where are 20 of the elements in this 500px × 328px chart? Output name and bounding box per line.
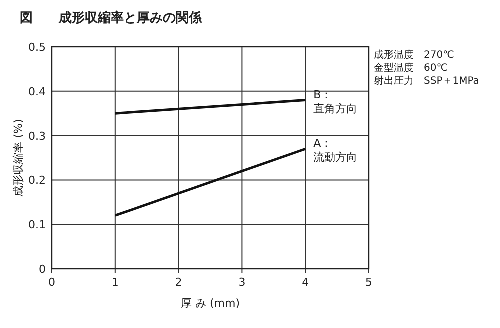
x-tick-label: 0 xyxy=(48,276,56,289)
text: 金型温度 60℃ xyxy=(374,62,448,74)
x-axis-title: 厚 み (mm) xyxy=(180,297,240,310)
series-label: B：直角方向 xyxy=(314,88,358,116)
y-tick-label: 0.2 xyxy=(28,174,46,188)
y-tick-label: 0 xyxy=(39,263,46,276)
y-tick-label: 0.5 xyxy=(28,41,46,54)
series-label: A：流動方向 xyxy=(314,137,358,164)
x-tick-label: 1 xyxy=(112,276,119,289)
y-tick-label: 0.1 xyxy=(28,218,46,232)
x-tick-label: 5 xyxy=(366,276,372,289)
x-tick-label: 3 xyxy=(238,276,246,289)
text: 射出圧力 SSP＋1MPa xyxy=(374,75,480,87)
text: 成形温度 270℃ xyxy=(374,49,454,61)
y-tick-label: 0.4 xyxy=(28,85,46,98)
y-tick-label: 0.3 xyxy=(28,130,46,143)
y-axis-title: 成形収縮率 (%) xyxy=(12,119,25,197)
x-tick-label: 4 xyxy=(302,276,310,289)
chart-title: 図 成形収縮率と厚みの関係 xyxy=(20,10,203,26)
x-tick-label: 2 xyxy=(175,276,182,289)
